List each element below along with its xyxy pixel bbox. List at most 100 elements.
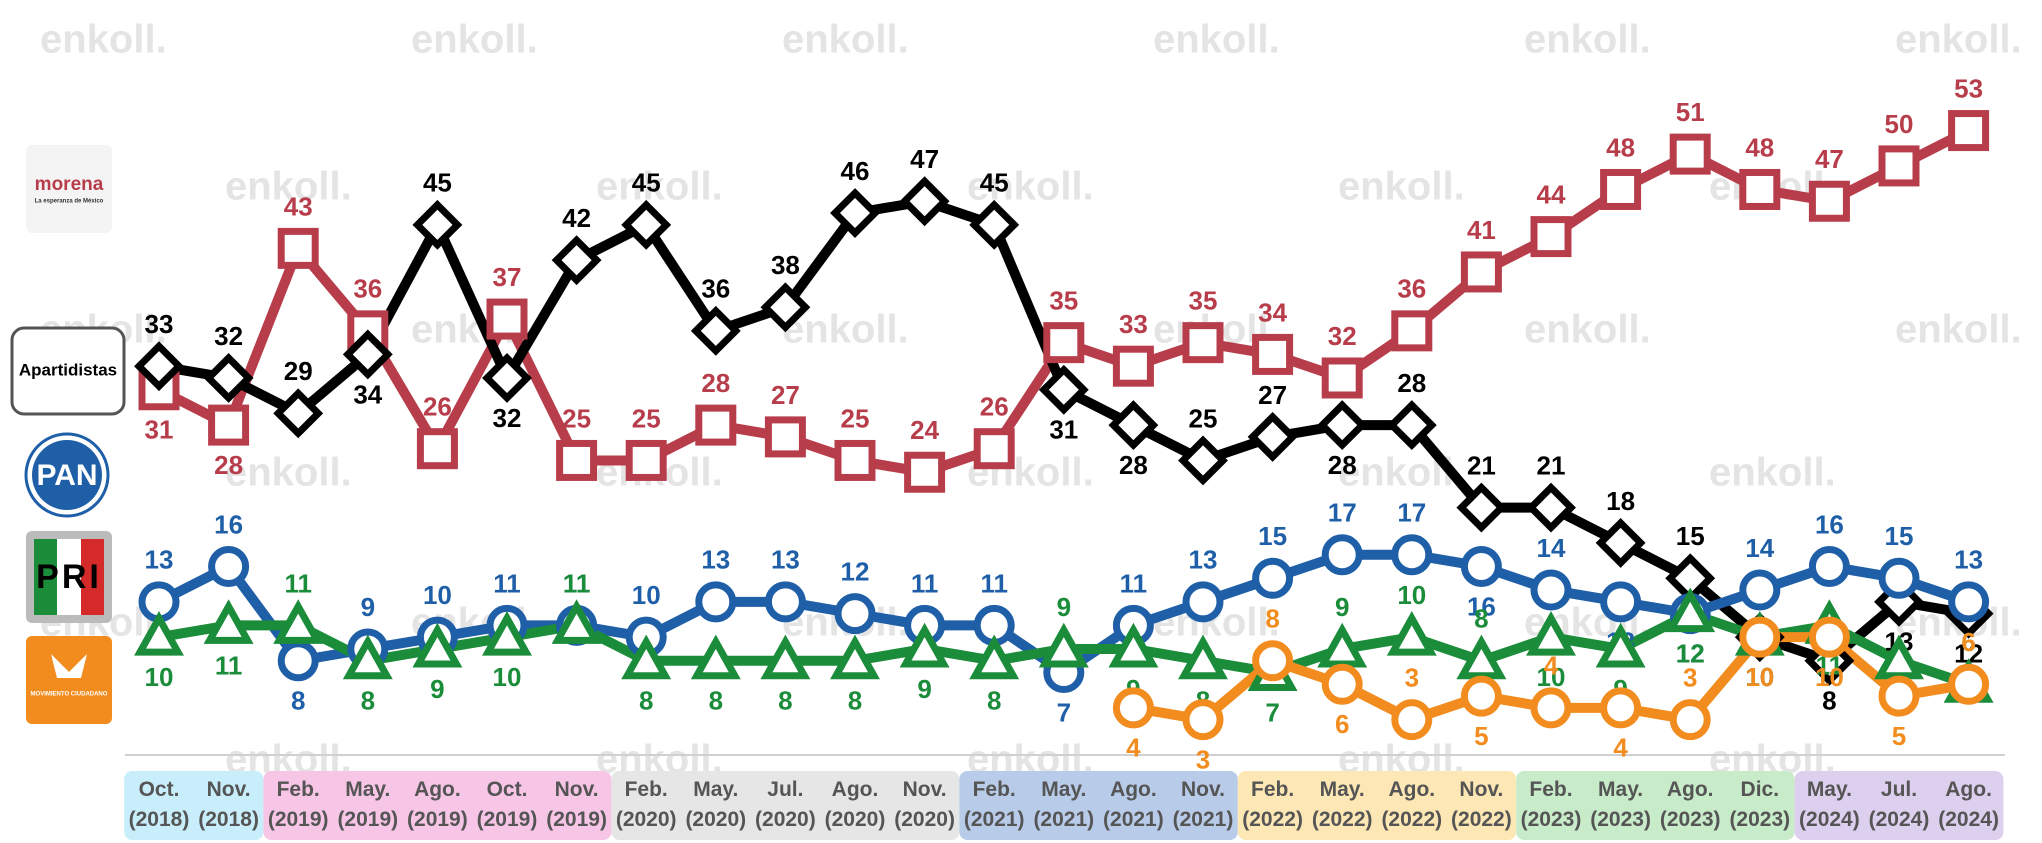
data-label: 7 — [1057, 697, 1071, 727]
marker — [1878, 145, 1920, 187]
marker — [1808, 616, 1850, 658]
x-tick-label: Oct. (2019) — [476, 778, 538, 831]
x-tick-label: Feb. (2022) — [1242, 778, 1303, 831]
watermark: enkoll. — [225, 165, 352, 209]
data-label: 10 — [423, 580, 452, 610]
marker — [1112, 345, 1154, 387]
x-tick-label: Nov. (2022) — [1451, 778, 1512, 831]
data-label: 10 — [1745, 662, 1774, 692]
data-label: 45 — [423, 168, 452, 198]
legend-icon — [51, 654, 87, 678]
marker — [973, 428, 1015, 470]
marker — [277, 640, 319, 682]
x-tick-label: Ago. (2020) — [824, 778, 886, 831]
data-label: 32 — [493, 403, 522, 433]
marker — [1108, 400, 1159, 451]
data-label: 38 — [771, 250, 800, 280]
marker — [834, 439, 876, 481]
data-label: 21 — [1467, 450, 1496, 480]
data-label: 3 — [1196, 745, 1210, 775]
data-label: 34 — [1258, 297, 1287, 327]
data-label: 35 — [1189, 286, 1218, 316]
data-label: 47 — [910, 144, 939, 174]
x-tick-label: May. (2019) — [337, 778, 399, 831]
marker — [1178, 634, 1228, 680]
marker — [764, 416, 806, 458]
marker — [273, 388, 324, 439]
data-label: 10 — [145, 662, 174, 692]
data-label: 50 — [1885, 109, 1914, 139]
data-label: 16 — [1467, 591, 1496, 621]
marker — [1669, 133, 1711, 175]
data-label: 29 — [284, 356, 313, 386]
marker — [416, 428, 458, 470]
marker — [1460, 545, 1502, 587]
data-label: 44 — [1537, 179, 1566, 209]
data-label: 13 — [771, 545, 800, 575]
data-label: 25 — [841, 403, 870, 433]
data-label: 3 — [1405, 663, 1419, 693]
marker — [621, 199, 672, 250]
data-label: 43 — [284, 191, 313, 221]
data-label: 31 — [1049, 415, 1078, 445]
data-label: 13 — [1189, 545, 1218, 575]
marker — [1669, 699, 1711, 741]
legend-label: PAN — [36, 459, 97, 492]
marker — [695, 404, 737, 446]
x-tick-label: May. (2021) — [1033, 778, 1095, 831]
data-label: 25 — [632, 403, 661, 433]
data-label: 8 — [778, 686, 792, 716]
marker — [203, 599, 254, 644]
data-label: 15 — [1258, 521, 1287, 551]
watermark: enkoll. — [40, 18, 167, 62]
marker — [1739, 569, 1781, 611]
marker — [1530, 569, 1572, 611]
data-label: 5 — [1474, 721, 1488, 751]
data-label: 41 — [1467, 215, 1496, 245]
x-tick-label: Jul. (2020) — [755, 778, 816, 831]
data-label: 13 — [701, 545, 730, 575]
marker — [690, 634, 741, 680]
data-label: 10 — [1745, 662, 1774, 692]
marker — [1530, 216, 1572, 258]
data-label: 46 — [841, 156, 870, 186]
x-tick-label: May. (2023) — [1590, 778, 1651, 831]
data-label: 25 — [562, 403, 591, 433]
data-label: 8 — [709, 686, 723, 716]
data-label: 8 — [987, 686, 1001, 716]
marker — [1600, 168, 1642, 210]
data-label: 12 — [1676, 638, 1705, 668]
marker — [760, 634, 811, 680]
data-label: 21 — [1537, 450, 1566, 480]
marker — [1595, 622, 1646, 668]
x-tick-label: Feb. (2020) — [615, 778, 677, 831]
data-label: 12 — [1676, 638, 1705, 668]
data-label: 15 — [1676, 521, 1705, 551]
marker — [1321, 534, 1363, 576]
data-label: 16 — [214, 509, 243, 539]
data-label: 36 — [353, 274, 382, 304]
data-label: 6 — [1961, 627, 1975, 657]
marker — [277, 227, 319, 269]
marker — [1391, 534, 1433, 576]
watermark: enkoll. — [596, 165, 723, 209]
marker — [904, 451, 946, 493]
marker — [1530, 687, 1572, 729]
x-tick-label: Feb. (2021) — [963, 778, 1025, 831]
marker — [1948, 110, 1990, 152]
marker — [621, 634, 672, 680]
marker — [342, 329, 393, 380]
marker — [1247, 411, 1298, 462]
data-label: 11 — [493, 568, 521, 598]
data-label: 13 — [145, 545, 174, 575]
data-label: 14 — [1745, 533, 1774, 563]
marker — [551, 599, 602, 644]
marker — [551, 235, 602, 286]
marker — [1108, 622, 1159, 668]
marker — [1456, 634, 1507, 680]
marker — [695, 581, 737, 623]
data-label: 11 — [284, 568, 312, 598]
year-band — [959, 771, 1238, 840]
data-label: 14 — [1537, 533, 1566, 563]
